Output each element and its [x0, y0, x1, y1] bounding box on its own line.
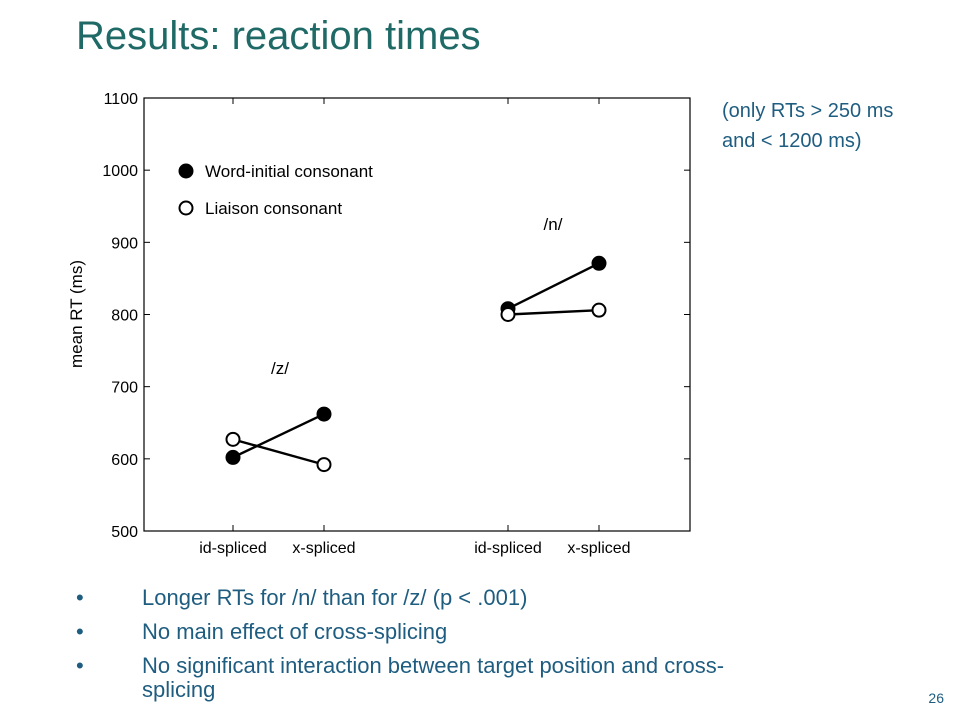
- y-tick-label: 500: [111, 524, 138, 541]
- data-point-open: [316, 457, 332, 473]
- bullet-list: • Longer RTs for /n/ than for /z/ (p < .…: [76, 586, 742, 712]
- y-tick-label: 1100: [104, 91, 139, 108]
- legend-label: Word-initial consonant: [205, 162, 373, 181]
- data-point-filled: [591, 255, 607, 271]
- note-line-1: (only RTs > 250 ms: [722, 100, 894, 122]
- rt-filter-note: (only RTs > 250 ms and < 1200 ms): [722, 96, 893, 156]
- data-point-open: [225, 431, 241, 447]
- bullet-item: • No main effect of cross-splicing: [76, 620, 742, 644]
- note-line-2: and < 1200 ms): [722, 130, 862, 152]
- series-line: [232, 413, 325, 459]
- bullet-text: No main effect of cross-splicing: [142, 619, 448, 644]
- slide-title: Results: reaction times: [76, 14, 481, 58]
- data-point-filled: [316, 406, 332, 422]
- y-tick-label: 800: [111, 308, 138, 325]
- x-tick-label: x-spliced: [567, 540, 630, 557]
- bullet-item: • Longer RTs for /n/ than for /z/ (p < .…: [76, 586, 742, 610]
- data-point-open: [500, 307, 516, 322]
- series-line: [232, 438, 325, 466]
- legend-label: Liaison consonant: [205, 199, 342, 218]
- data-point-open: [591, 302, 607, 318]
- bullet-glyph: •: [76, 619, 84, 644]
- legend-marker: [178, 200, 194, 216]
- x-tick-label: x-spliced: [292, 540, 355, 557]
- x-tick-label: id-spliced: [474, 540, 542, 557]
- bullet-text: Longer RTs for /n/ than for /z/ (p < .00…: [142, 585, 528, 610]
- y-tick-label: 600: [111, 452, 138, 469]
- group-label: /z/: [271, 359, 289, 378]
- legend-marker: [178, 163, 194, 179]
- bullet-glyph: •: [76, 585, 84, 610]
- data-point-filled: [225, 449, 241, 465]
- bullet-item: • No significant interaction between tar…: [76, 654, 742, 702]
- series-line: [507, 262, 600, 310]
- group-label: /n/: [544, 215, 563, 234]
- y-tick-label: 700: [111, 380, 138, 397]
- x-tick-label: id-spliced: [199, 540, 267, 557]
- series-line: [507, 308, 600, 316]
- y-axis-label: mean RT (ms): [67, 260, 86, 368]
- y-tick-label: 1000: [102, 163, 138, 180]
- y-tick-label: 900: [111, 235, 138, 252]
- bullet-text: No significant interaction between targe…: [142, 653, 725, 702]
- page-number: 26: [928, 690, 944, 706]
- bullet-glyph: •: [76, 653, 84, 678]
